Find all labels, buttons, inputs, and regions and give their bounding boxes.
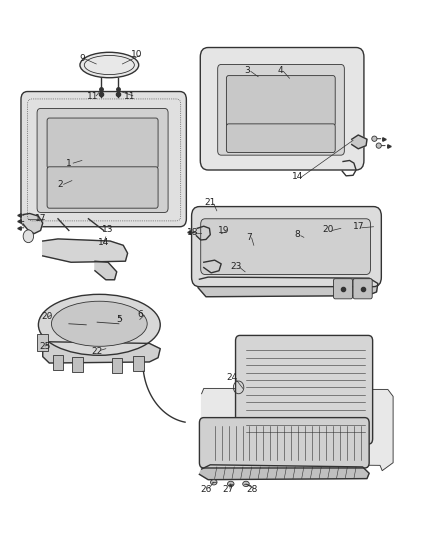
Text: 4: 4 [277, 66, 283, 75]
Ellipse shape [243, 481, 249, 487]
FancyBboxPatch shape [191, 207, 381, 287]
Ellipse shape [372, 136, 377, 141]
Text: 23: 23 [231, 262, 242, 271]
Polygon shape [352, 135, 367, 149]
Polygon shape [95, 261, 117, 280]
Text: 18: 18 [187, 228, 199, 237]
Ellipse shape [211, 480, 217, 485]
Polygon shape [43, 239, 127, 262]
Text: 19: 19 [218, 226, 229, 235]
Text: 26: 26 [200, 484, 212, 494]
Text: 1: 1 [66, 159, 72, 167]
Text: 10: 10 [131, 50, 142, 59]
Text: 7: 7 [247, 233, 252, 242]
Text: 3: 3 [244, 66, 250, 75]
Text: 24: 24 [226, 373, 238, 382]
Text: 5: 5 [116, 315, 122, 324]
Text: 17: 17 [353, 222, 364, 231]
Text: 21: 21 [205, 198, 216, 207]
FancyBboxPatch shape [236, 335, 373, 444]
Polygon shape [23, 214, 43, 233]
Bar [133, 356, 144, 371]
Text: 11: 11 [124, 92, 135, 101]
Polygon shape [43, 342, 160, 363]
Text: 22: 22 [92, 347, 103, 356]
Ellipse shape [39, 294, 160, 356]
FancyBboxPatch shape [199, 418, 369, 468]
FancyBboxPatch shape [226, 124, 335, 152]
Bar [72, 357, 83, 372]
Text: 2: 2 [57, 180, 63, 189]
Circle shape [23, 230, 34, 243]
FancyBboxPatch shape [353, 279, 372, 299]
Ellipse shape [227, 481, 234, 487]
FancyBboxPatch shape [47, 167, 158, 208]
Bar [53, 355, 63, 370]
FancyBboxPatch shape [21, 92, 186, 227]
Text: 14: 14 [292, 172, 303, 181]
Polygon shape [199, 465, 369, 480]
Text: 17: 17 [35, 214, 46, 223]
Ellipse shape [51, 301, 147, 346]
Polygon shape [198, 277, 378, 297]
Text: 8: 8 [294, 230, 300, 239]
Text: 20: 20 [42, 312, 53, 321]
Text: 13: 13 [102, 225, 114, 234]
FancyBboxPatch shape [201, 219, 371, 274]
Text: 27: 27 [222, 484, 233, 494]
Bar [112, 358, 122, 373]
Text: 11: 11 [87, 92, 99, 101]
FancyBboxPatch shape [218, 64, 344, 155]
Ellipse shape [376, 143, 381, 148]
Text: 6: 6 [138, 310, 144, 319]
FancyBboxPatch shape [333, 279, 353, 299]
Text: 14: 14 [98, 238, 110, 247]
Polygon shape [201, 389, 393, 471]
Text: 28: 28 [246, 484, 258, 494]
FancyBboxPatch shape [200, 47, 364, 170]
FancyBboxPatch shape [226, 76, 335, 126]
Polygon shape [196, 226, 210, 240]
Text: 20: 20 [322, 225, 333, 234]
FancyBboxPatch shape [37, 109, 168, 213]
FancyBboxPatch shape [47, 118, 158, 168]
Text: 9: 9 [79, 54, 85, 62]
Ellipse shape [80, 52, 139, 78]
Bar [37, 334, 48, 351]
Text: 25: 25 [39, 342, 51, 351]
